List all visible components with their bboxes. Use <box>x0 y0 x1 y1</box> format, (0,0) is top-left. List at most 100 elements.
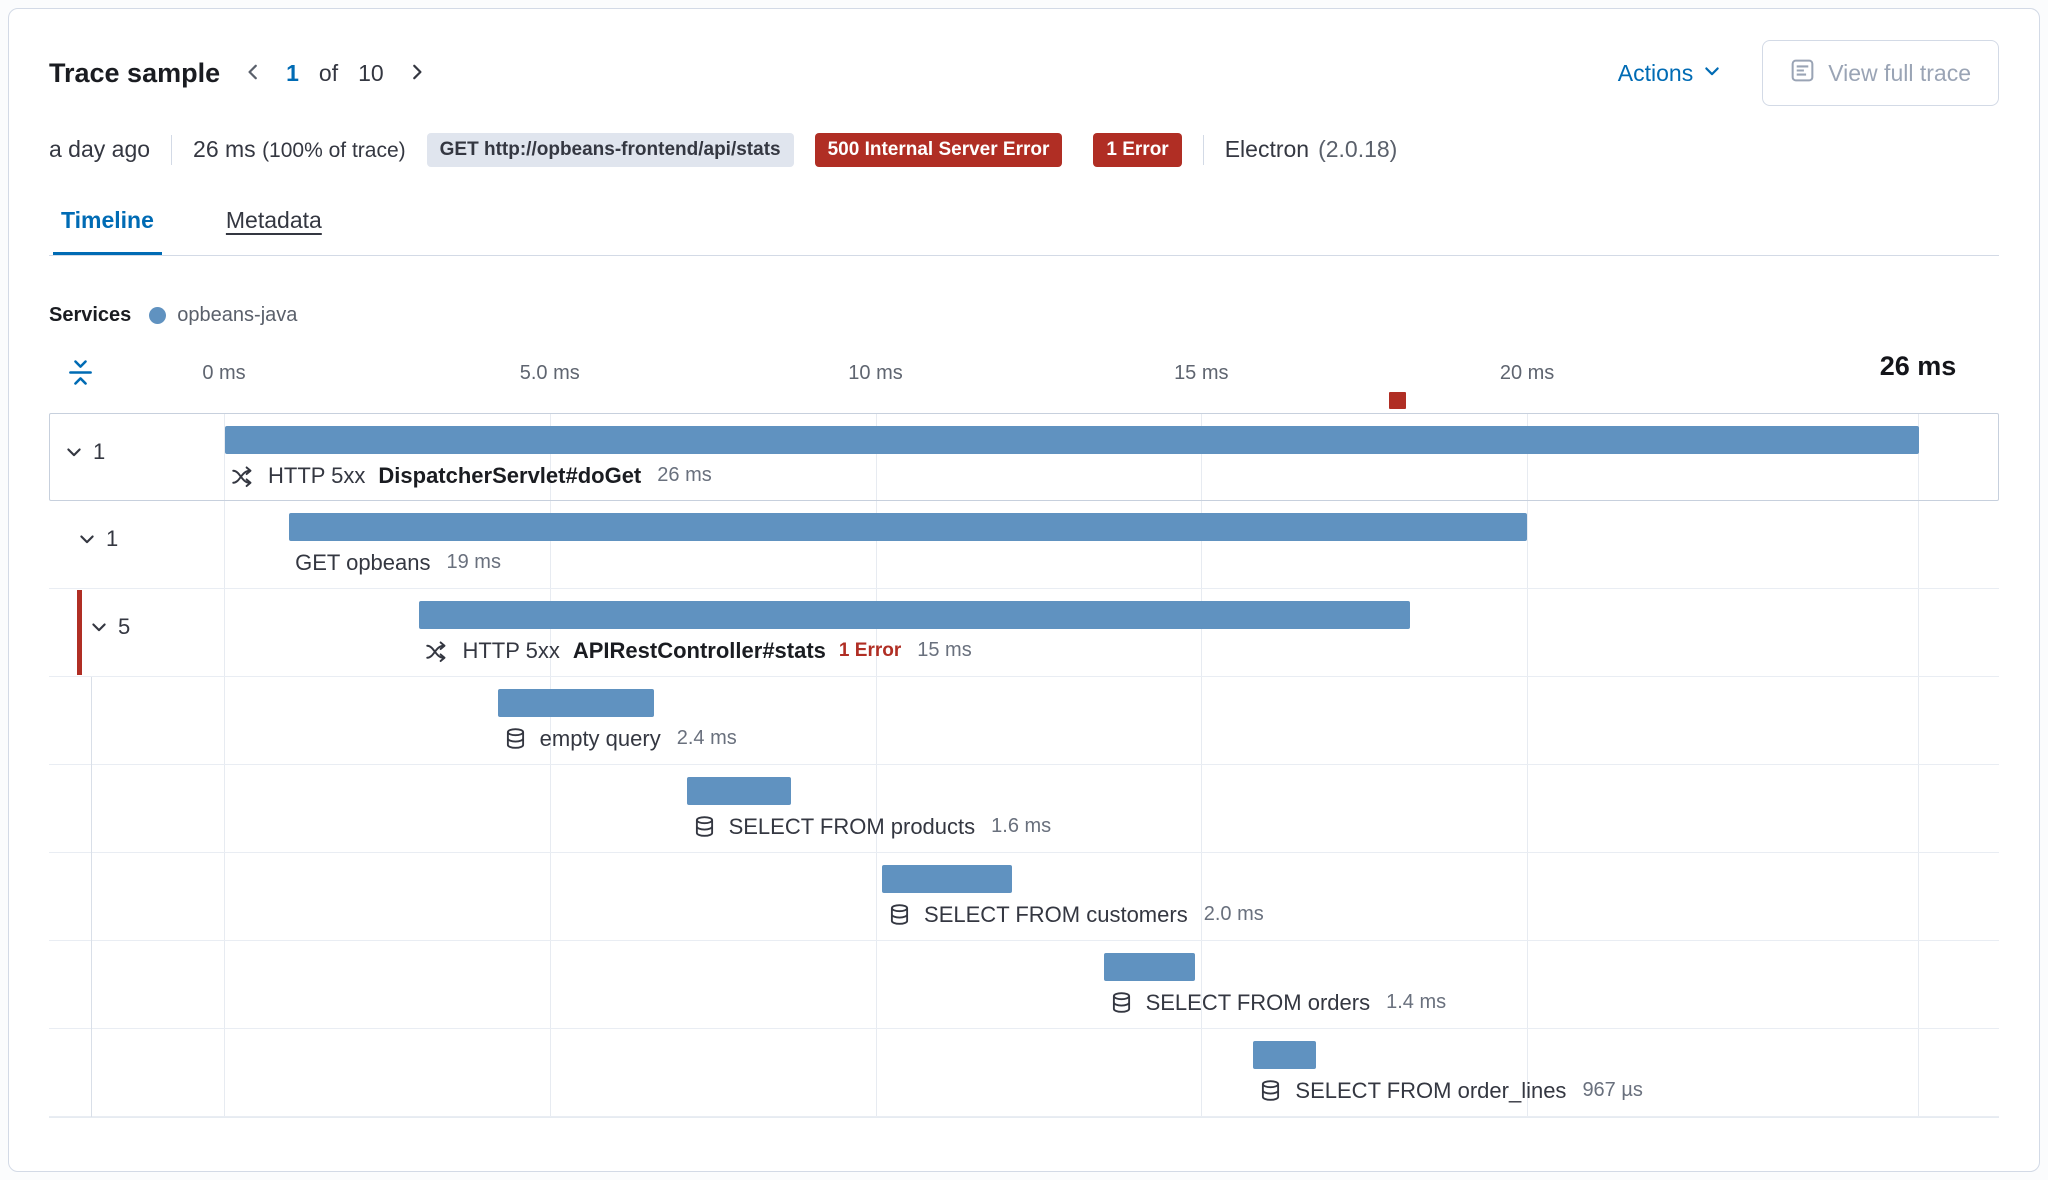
span-label: empty query 2.4 ms <box>504 721 737 757</box>
span-bar[interactable] <box>289 512 1528 541</box>
pagination-total: 10 <box>358 59 384 86</box>
span-name: SELECT FROM customers <box>924 901 1188 927</box>
child-count: 5 <box>118 613 131 639</box>
trace-sample-panel: Trace sample 1 of 10 Actions <box>8 8 2040 1172</box>
span-duration: 2.0 ms <box>1203 903 1264 926</box>
header-right: Actions View full trace <box>1618 40 1999 106</box>
divider <box>1202 134 1204 165</box>
request-url-badge: GET http://opbeans-frontend/api/stats <box>426 133 794 167</box>
trace-duration: 26 ms (100% of trace) <box>193 136 406 163</box>
span-duration: 26 ms <box>657 464 712 487</box>
span-bar[interactable] <box>497 688 654 717</box>
services-legend-title: Services <box>49 303 132 326</box>
divider <box>171 134 173 165</box>
chevron-down-icon <box>1702 60 1722 87</box>
span-bar[interactable] <box>419 600 1410 629</box>
gridline <box>875 412 877 1117</box>
span-error-count: 1 Error <box>838 639 902 661</box>
actions-label: Actions <box>1617 59 1694 86</box>
waterfall-row[interactable]: empty query 2.4 ms <box>49 677 1999 765</box>
waterfall-row[interactable]: 5 HTTP 5xx APIRestController#stats 1 Error 1… <box>49 589 1999 677</box>
span-bar[interactable] <box>1253 1040 1317 1069</box>
actions-menu-button[interactable]: Actions <box>1618 60 1722 87</box>
waterfall-row[interactable]: SELECT FROM products 1.6 ms <box>49 765 1999 853</box>
span-type-prefix: HTTP 5xx <box>268 462 366 488</box>
axis-tick: 15 ms <box>1174 361 1229 384</box>
span-duration: 15 ms <box>917 639 972 662</box>
span-bar[interactable] <box>882 864 1013 893</box>
error-indicator <box>77 589 82 675</box>
tab-metadata[interactable]: Metadata <box>225 206 322 233</box>
prev-sample-button[interactable] <box>240 59 266 88</box>
span-label: HTTP 5xx APIRestController#stats 1 Error 15… <box>425 633 972 669</box>
span-name: GET opbeans <box>295 549 431 575</box>
agent-info: Electron (2.0.18) <box>1224 136 1398 163</box>
fold-icon[interactable] <box>67 359 94 386</box>
toggle-children-button[interactable]: 1 <box>64 436 105 468</box>
pagination-of-label: of <box>318 59 339 86</box>
axis-tick: 0 ms <box>202 361 246 384</box>
gridline <box>224 412 225 1117</box>
waterfall-row[interactable]: 1 HTTP 5xx DispatcherServlet#doGet 26 ms <box>49 412 1999 501</box>
waterfall-row[interactable]: SELECT FROM customers 2.0 ms <box>49 853 1999 941</box>
axis-tick: 5.0 ms <box>519 361 580 384</box>
toggle-children-button[interactable]: 1 <box>77 523 118 555</box>
view-full-trace-label: View full trace <box>1828 59 1971 86</box>
transaction-merge-icon <box>231 464 255 488</box>
waterfall-chart: 0 ms 5.0 ms 10 ms 15 ms 20 ms 26 ms 1 HTTP 5xx… <box>49 351 1999 1118</box>
span-label: SELECT FROM order_lines 967 µs <box>1259 1073 1643 1109</box>
span-bar[interactable] <box>1103 952 1195 981</box>
next-sample-button[interactable] <box>404 59 430 88</box>
gridline <box>549 412 551 1117</box>
indent-guide <box>91 676 92 1117</box>
span-label: HTTP 5xx DispatcherServlet#doGet 26 ms <box>231 458 712 494</box>
span-duration: 967 µs <box>1582 1079 1643 1102</box>
span-bar[interactable] <box>686 776 791 805</box>
span-name: DispatcherServlet#doGet <box>378 462 642 488</box>
service-name: opbeans-java <box>177 303 298 326</box>
gridline <box>1527 412 1529 1117</box>
axis-tick: 10 ms <box>848 361 903 384</box>
span-name: SELECT FROM products <box>728 813 976 839</box>
view-full-trace-button[interactable]: View full trace <box>1762 40 1999 106</box>
span-duration: 1.4 ms <box>1386 991 1447 1014</box>
legend-item: opbeans-java <box>149 304 297 327</box>
tab-timeline[interactable]: Timeline <box>53 201 162 255</box>
waterfall-row[interactable]: 1 GET opbeans 19 ms <box>49 501 1999 589</box>
waterfall-rows: 1 HTTP 5xx DispatcherServlet#doGet 26 ms 1 GE… <box>49 412 1999 1118</box>
services-legend: Services opbeans-java <box>49 304 1999 327</box>
chevron-down-icon <box>89 617 109 637</box>
status-code-badge: 500 Internal Server Error <box>814 133 1063 167</box>
database-icon <box>1259 1079 1282 1102</box>
child-count: 1 <box>93 438 106 464</box>
axis-tick: 20 ms <box>1499 361 1555 384</box>
pagination-current-page[interactable]: 1 <box>286 59 299 86</box>
error-count-badge[interactable]: 1 Error <box>1093 133 1182 167</box>
error-marker[interactable] <box>1388 391 1406 409</box>
span-name: empty query <box>539 725 661 751</box>
tabs: Timeline Metadata <box>49 201 1999 256</box>
gridline <box>1201 412 1203 1117</box>
span-bar[interactable] <box>225 425 1919 454</box>
trace-timestamp: a day ago <box>49 136 151 163</box>
span-type-prefix: HTTP 5xx <box>462 637 560 663</box>
span-duration: 19 ms <box>446 551 501 574</box>
time-axis: 0 ms 5.0 ms 10 ms 15 ms 20 ms 26 ms <box>49 351 1999 391</box>
waterfall-row[interactable]: SELECT FROM order_lines 967 µs <box>49 1029 1999 1117</box>
database-icon <box>1110 991 1133 1014</box>
database-icon <box>888 903 911 926</box>
span-label: SELECT FROM products 1.6 ms <box>693 809 1051 845</box>
toggle-children-button[interactable]: 5 <box>89 611 130 643</box>
database-icon <box>693 815 716 838</box>
span-label: SELECT FROM customers 2.0 ms <box>888 897 1264 933</box>
span-name: SELECT FROM orders <box>1145 989 1371 1015</box>
axis-tick: 26 ms <box>1879 350 1957 381</box>
trace-summary: a day ago 26 ms (100% of trace) GET http… <box>49 133 1999 167</box>
span-label: SELECT FROM orders 1.4 ms <box>1110 985 1447 1021</box>
span-name: APIRestController#stats <box>572 637 826 663</box>
waterfall-row[interactable]: SELECT FROM orders 1.4 ms <box>49 941 1999 1029</box>
service-color-dot <box>149 306 167 324</box>
chevron-down-icon <box>64 442 84 462</box>
transaction-merge-icon <box>425 639 449 663</box>
page-title: Trace sample <box>49 57 221 88</box>
